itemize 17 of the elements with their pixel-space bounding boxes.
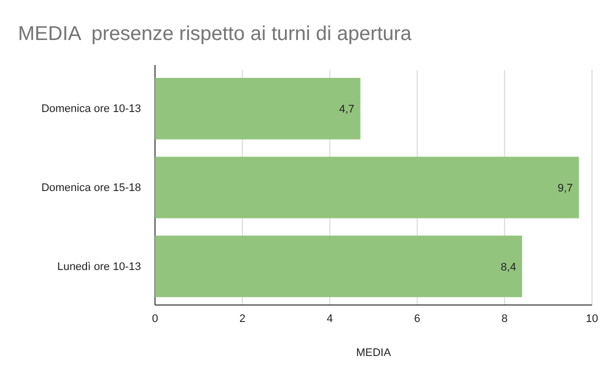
x-tick-label: 10: [586, 312, 598, 325]
bar: [155, 236, 522, 298]
x-tick-label: 2: [239, 312, 246, 325]
data-label: 4,7: [339, 104, 354, 116]
data-label: 8,4: [500, 261, 516, 274]
bar: [155, 78, 360, 140]
y-tick-label: Domenica ore 15-18: [41, 182, 141, 194]
bar: [155, 156, 579, 218]
x-tick-label: 0: [152, 312, 158, 325]
data-label: 9,7: [558, 182, 573, 194]
x-axis-title: MEDIA: [356, 347, 392, 359]
y-tick-label: Domenica ore 10-13: [41, 103, 141, 116]
chart-title: MEDIA presenze rispetto ai turni di apertura: [18, 23, 412, 45]
y-tick-label: Lunedì ore 10-13: [57, 260, 141, 273]
x-tick-label: 8: [502, 312, 508, 325]
x-tick-label: 4: [326, 312, 333, 325]
x-tick-label: 6: [414, 312, 420, 325]
